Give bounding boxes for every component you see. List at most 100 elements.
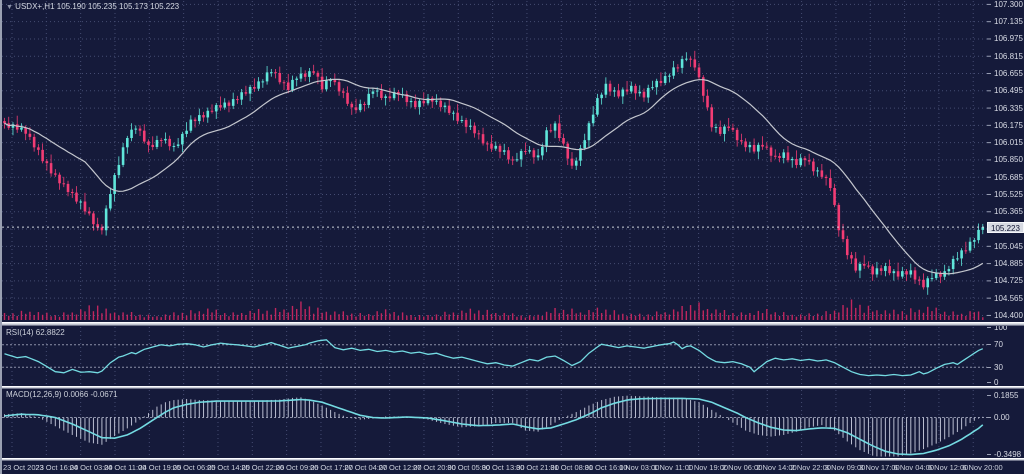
bear-candle [676, 67, 680, 69]
time-axis[interactable]: 23 Oct 2023 23 Oct 16:00 24 Oct 03:00 24 Oc… [2, 461, 1024, 474]
volume-bar [723, 310, 726, 320]
panel-resize-separator-main-rsi[interactable] [2, 322, 1024, 326]
bull-candle [117, 164, 121, 176]
volume-bar [715, 309, 717, 320]
volume-bar [232, 312, 234, 320]
bear-candle [193, 119, 197, 122]
bear-candle [473, 125, 476, 134]
bear-candle [54, 173, 57, 175]
bear-candle [151, 144, 155, 147]
volume-bar [41, 314, 44, 320]
volume-bar [503, 312, 505, 320]
bull-candle [358, 103, 362, 111]
bear-candle [871, 266, 874, 275]
volume-bar [545, 311, 548, 320]
volume-bar [922, 312, 925, 320]
bull-candle [20, 127, 23, 130]
bull-candle [816, 170, 819, 172]
volume-bar [198, 311, 201, 320]
volume-bar [749, 313, 751, 320]
chart-dropdown-marker-icon[interactable]: ▼ [6, 4, 13, 11]
bull-candle [604, 83, 608, 95]
volume-bar [312, 313, 315, 320]
bear-candle [625, 89, 629, 92]
panel-resize-separator-macd-timeaxis[interactable] [2, 458, 1024, 461]
volume-bar [753, 315, 755, 320]
time-axis-label: 30 Oct 05:00 [447, 463, 491, 472]
bear-candle [159, 140, 163, 142]
bull-candle [240, 92, 243, 100]
time-axis-label: 6 Nov 20:00 [962, 463, 1003, 472]
volume-bar [384, 309, 387, 320]
bull-candle [443, 105, 447, 108]
bear-candle [75, 192, 78, 202]
volume-bar [75, 314, 78, 320]
bear-candle [642, 91, 646, 98]
volume-bar [355, 316, 357, 320]
bear-candle [701, 77, 705, 96]
bull-candle [591, 114, 595, 124]
volume-bar [427, 315, 429, 320]
volume-bar [308, 306, 311, 320]
bull-candle [206, 110, 210, 118]
time-axis-label: 26 Oct 09:00 [275, 463, 319, 472]
volume-bar [592, 312, 594, 320]
bull-candle [155, 140, 159, 147]
volume-bar [681, 306, 683, 320]
macd-scale-label: 0.00 [994, 413, 1010, 422]
bear-candle [752, 144, 756, 152]
volume-bar [181, 312, 184, 320]
volume-bar [33, 315, 35, 320]
volume-bar [478, 310, 480, 320]
bear-candle [511, 159, 514, 161]
bear-candle [312, 71, 315, 73]
volume-bar [863, 312, 865, 320]
time-axis-label: 27 Oct 12:00 [378, 463, 422, 472]
volume-bar [825, 311, 827, 320]
volume-bar [215, 309, 217, 320]
bull-candle [392, 92, 396, 99]
bull-candle [231, 99, 235, 106]
volume-bar [982, 317, 984, 320]
volume-bar [850, 299, 853, 320]
bear-candle [761, 144, 764, 147]
volume-bar [376, 311, 378, 320]
bull-candle [757, 144, 760, 152]
volume-bar [846, 307, 848, 320]
time-axis-label: 24 Oct 11:00 [103, 463, 147, 472]
bear-candle [87, 211, 91, 214]
bear-candle [253, 86, 256, 89]
bear-candle [795, 158, 798, 166]
volume-bar [871, 311, 874, 320]
volume-bar [190, 310, 192, 320]
volume-bar [37, 312, 40, 320]
bear-candle [829, 178, 832, 188]
bear-candle [693, 59, 697, 68]
volume-bar [101, 313, 103, 320]
volume-bar [410, 315, 412, 320]
volume-bar [495, 313, 497, 320]
bull-candle [418, 100, 421, 108]
bull-candle [519, 151, 523, 160]
bear-candle [786, 152, 790, 161]
bear-candle [337, 82, 341, 92]
volume-bar [54, 315, 57, 320]
bear-candle [845, 239, 849, 256]
volume-bar [346, 315, 349, 320]
volume-bar [334, 311, 336, 320]
bear-candle [773, 155, 777, 157]
volume-bar [596, 307, 599, 320]
volume-bar [135, 315, 137, 320]
price-axis-label: 106.975 [994, 34, 1023, 44]
time-axis-label: 30 Oct 21:00 [515, 463, 559, 472]
panel-resize-separator-rsi-macd[interactable] [2, 386, 1024, 389]
volume-bar [168, 315, 171, 320]
volume-bar [29, 311, 31, 320]
bear-candle [617, 90, 620, 97]
time-axis-label: 26 Oct 17:00 [309, 463, 353, 472]
bear-candle [477, 133, 481, 135]
volume-bar [761, 313, 764, 320]
volume-bar [956, 314, 959, 320]
bear-candle [888, 266, 891, 274]
